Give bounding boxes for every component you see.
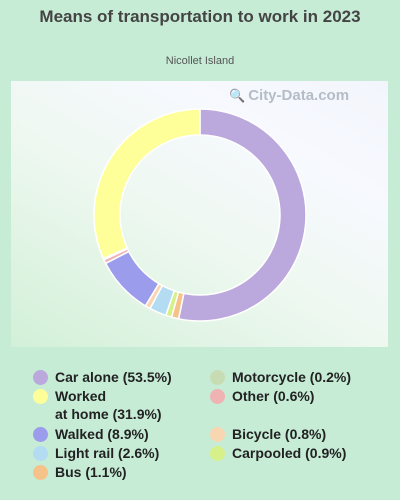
- chart-subtitle: Nicollet Island: [165, 55, 235, 67]
- legend-swatch: [210, 427, 225, 442]
- legend-label-line: Bicycle (0.8%): [232, 426, 327, 442]
- legend-swatch: [33, 446, 48, 461]
- chart-title-text: Means of transportation to work in 2023: [39, 7, 361, 26]
- legend-swatch: [33, 370, 48, 385]
- donut-slice-worked-at-home: [93, 108, 201, 260]
- legend-swatch: [210, 370, 225, 385]
- legend-label: Car alone (53.5%): [55, 368, 172, 386]
- legend-label: Other (0.6%): [232, 387, 314, 405]
- legend-label: Carpooled (0.9%): [232, 444, 346, 462]
- donut-chart: [93, 108, 307, 322]
- legend-label-line: Other (0.6%): [232, 388, 315, 404]
- magnifier-icon: 🔍: [229, 88, 246, 103]
- legend-label: Worked at home (31.9%): [55, 387, 162, 423]
- legend-swatch: [33, 427, 48, 442]
- legend-label: Bus (1.1%): [55, 463, 127, 481]
- legend-swatch: [210, 446, 225, 461]
- legend-label: Walked (8.9%): [55, 425, 149, 443]
- legend-label-line: Bus (1.1%): [55, 464, 127, 480]
- legend-label: Light rail (2.6%): [55, 444, 159, 462]
- legend-label-line: Light rail (2.6%): [55, 445, 160, 461]
- legend-label: Bicycle (0.8%): [232, 425, 326, 443]
- legend-label: Motorcycle (0.2%): [232, 368, 351, 386]
- watermark: 🔍 City-Data.com: [229, 87, 349, 104]
- legend-swatch: [33, 465, 48, 480]
- legend-label-line: Worked: [55, 388, 107, 404]
- legend-label-line: Car alone (53.5%): [55, 369, 172, 385]
- legend-swatch: [210, 389, 225, 404]
- legend-swatch: [33, 389, 48, 404]
- donut-slice-car-alone: [177, 108, 307, 322]
- legend-label-line: Carpooled (0.9%): [232, 445, 347, 461]
- legend-label-line: Motorcycle (0.2%): [232, 369, 352, 385]
- legend-label-line: Walked (8.9%): [55, 426, 149, 442]
- legend-label-line: at home (31.9%): [55, 406, 162, 422]
- watermark-text: City-Data.com: [248, 87, 350, 104]
- chart-title: Means of transportation to work in 2023: [0, 6, 400, 27]
